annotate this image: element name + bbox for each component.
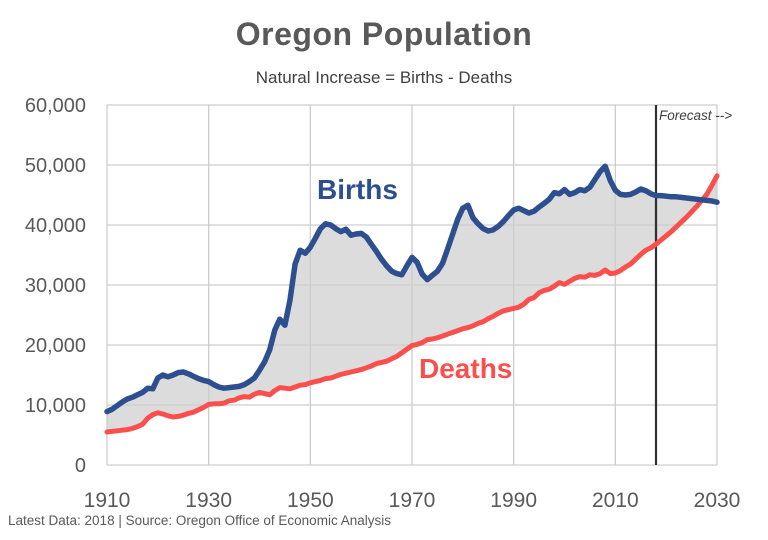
births-series-label: Births (317, 174, 398, 205)
y-tick-label-0: 0 (75, 455, 86, 477)
x-tick-label-2010: 2010 (592, 489, 639, 512)
x-tick-label-1910: 1910 (84, 489, 131, 512)
y-tick-label-20000: 20,000 (25, 335, 86, 357)
y-tick-label-60000: 60,000 (25, 95, 86, 117)
x-tick-label-1970: 1970 (389, 489, 436, 512)
y-tick-label-40000: 40,000 (25, 215, 86, 237)
forecast-annotation: Forecast --> (659, 108, 733, 123)
deaths-line (104, 173, 720, 435)
y-tick-label-30000: 30,000 (25, 275, 86, 297)
x-tick-label-1950: 1950 (287, 489, 334, 512)
x-tick-label-2030: 2030 (694, 489, 741, 512)
chart-subtitle: Natural Increase = Births - Deaths (255, 68, 513, 87)
y-tick-label-10000: 10,000 (25, 395, 86, 417)
chart-title: Oregon Population (235, 16, 533, 52)
x-tick-label-1990: 1990 (490, 489, 537, 512)
source-footnote: Latest Data: 2018 | Source: Oregon Offic… (8, 513, 391, 528)
y-tick-label-50000: 50,000 (25, 155, 86, 177)
deaths-series-label: Deaths (419, 353, 513, 384)
births-line (104, 163, 720, 415)
x-tick-label-1930: 1930 (185, 489, 232, 512)
